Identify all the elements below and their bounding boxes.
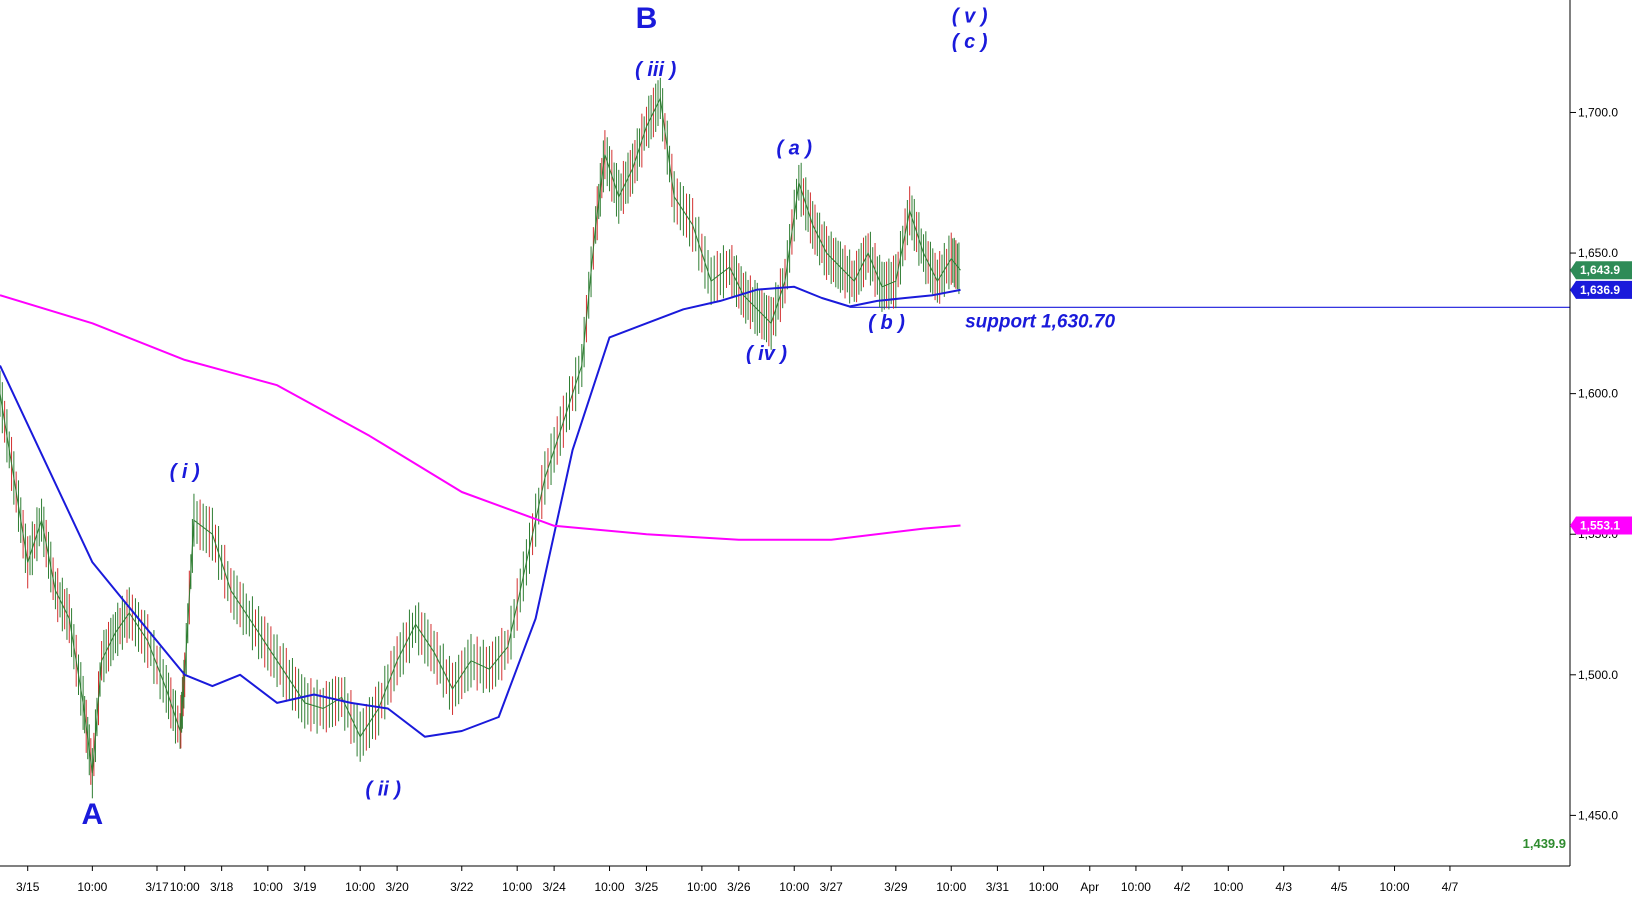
x-tick-label: 10:00 xyxy=(779,880,809,894)
x-tick-label: 10:00 xyxy=(502,880,532,894)
last-value-tag xyxy=(1570,516,1632,535)
x-tick-label: 3/27 xyxy=(819,880,843,894)
x-tick-label: 3/17 xyxy=(145,880,169,894)
y-tick-label: 1,650.0 xyxy=(1578,246,1618,260)
last-value-tag xyxy=(1570,280,1632,299)
x-tick-label: 10:00 xyxy=(1213,880,1243,894)
x-tick-label: 3/24 xyxy=(542,880,566,894)
price-series-line xyxy=(0,96,961,774)
wave-label: ( b ) xyxy=(868,312,905,334)
wave-label: ( iv ) xyxy=(746,343,787,365)
moving-average-line xyxy=(0,294,961,541)
x-tick-label: 3/15 xyxy=(16,880,40,894)
wave-label: ( v ) xyxy=(952,5,988,27)
x-tick-label: 10:00 xyxy=(1121,880,1151,894)
x-tick-label: 10:00 xyxy=(345,880,375,894)
support-label: support 1,630.70 xyxy=(965,311,1115,332)
x-tick-label: 3/20 xyxy=(385,880,409,894)
x-tick-label: 10:00 xyxy=(1029,880,1059,894)
y-tick-label: 1,500.0 xyxy=(1578,668,1618,682)
x-tick-label: 10:00 xyxy=(595,880,625,894)
y-tick-label: 1,700.0 xyxy=(1578,105,1618,119)
last-value-tag xyxy=(1570,261,1632,280)
x-tick-label: Apr xyxy=(1080,880,1099,894)
x-tick-label: 3/18 xyxy=(210,880,234,894)
moving-average-line xyxy=(0,285,961,738)
y-tick-label: 1,450.0 xyxy=(1578,808,1618,822)
x-tick-label: 4/5 xyxy=(1331,880,1348,894)
x-tick-label: 10:00 xyxy=(77,880,107,894)
wave-label: ( iii ) xyxy=(635,59,676,81)
x-tick-label: 3/22 xyxy=(450,880,474,894)
low-value-label: 1,439.9 xyxy=(1523,836,1566,851)
annotations: support 1,630.70 B A ( iii ) ( v ) ( c ) ( a )… xyxy=(82,2,1632,851)
wave-label: ( ii ) xyxy=(365,779,401,801)
last-value-tag-label: 1,636.9 xyxy=(1580,283,1620,297)
wave-label: ( a ) xyxy=(776,138,812,160)
x-tick-label: 3/29 xyxy=(884,880,908,894)
x-tick-label: 4/7 xyxy=(1442,880,1459,894)
y-tick-label: 1,600.0 xyxy=(1578,387,1618,401)
x-tick-label: 3/25 xyxy=(635,880,659,894)
wave-label: B xyxy=(636,2,658,35)
x-tick-label: 4/3 xyxy=(1275,880,1292,894)
x-tick-label: 10:00 xyxy=(687,880,717,894)
wave-label: ( i ) xyxy=(170,461,200,483)
x-tick-label: 4/2 xyxy=(1174,880,1191,894)
x-tick-label: 3/19 xyxy=(293,880,317,894)
last-value-tag-label: 1,643.9 xyxy=(1580,263,1620,277)
x-tick-label: 3/26 xyxy=(727,880,751,894)
last-value-tag-label: 1,553.1 xyxy=(1580,519,1620,533)
x-tick-label: 10:00 xyxy=(936,880,966,894)
series-layer xyxy=(0,77,1570,799)
x-tick-label: 10:00 xyxy=(1380,880,1410,894)
x-tick-label: 10:00 xyxy=(170,880,200,894)
wave-label: ( c ) xyxy=(952,31,988,53)
x-tick-label: 3/31 xyxy=(986,880,1010,894)
wave-label: A xyxy=(82,798,104,831)
x-tick-label: 10:00 xyxy=(253,880,283,894)
